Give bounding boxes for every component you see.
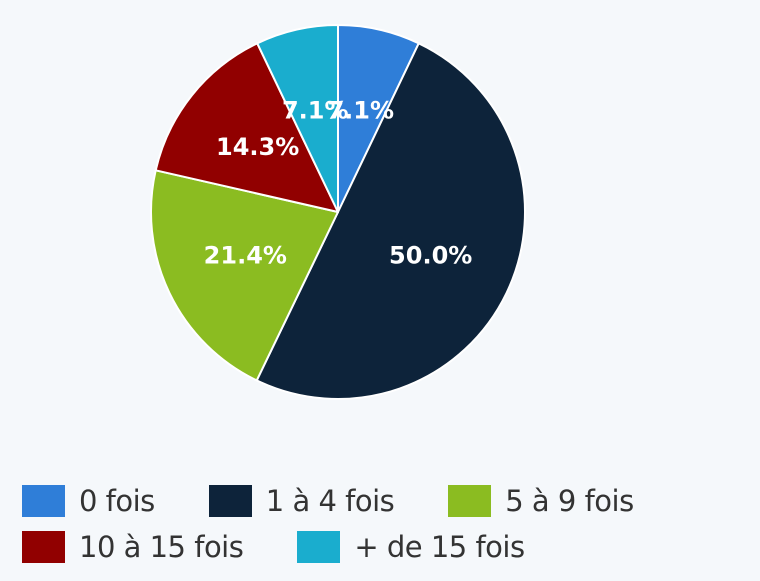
legend-label: 5 à 9 fois	[505, 484, 634, 518]
legend-row-2: 10 à 15 fois + de 15 fois	[22, 524, 742, 570]
legend-item-5-a-9-fois[interactable]: 5 à 9 fois	[448, 484, 634, 518]
legend-item-10-a-15-fois[interactable]: 10 à 15 fois	[22, 530, 244, 564]
pie-slice-1-4-fois[interactable]	[255, 42, 526, 400]
legend-swatch-icon	[208, 485, 252, 517]
legend-label: + de 15 fois	[354, 530, 525, 564]
slice-data-label: 7.1%	[327, 97, 394, 125]
legend-item-1-a-4-fois[interactable]: 1 à 4 fois	[208, 484, 395, 518]
legend-item-0-fois[interactable]: 0 fois	[22, 484, 155, 518]
legend-label: 1 à 4 fois	[265, 484, 395, 518]
pie-slice-10-15-fois[interactable]	[154, 42, 339, 213]
legend-swatch-icon	[448, 485, 492, 517]
pie-chart: 7.1% 50.0% 21.4% 14.3% 7.1%	[150, 24, 526, 400]
pie-slice-de-15-fois[interactable]	[256, 24, 339, 213]
legend-swatch-icon	[22, 531, 65, 563]
slice-data-label: 21.4%	[204, 242, 287, 270]
chart-legend: 0 fois 1 à 4 fois 5 à 9 fois 10 à 15 foi…	[22, 478, 742, 570]
legend-swatch-icon	[22, 485, 65, 517]
slice-data-label: 50.0%	[389, 242, 472, 270]
legend-label: 0 fois	[79, 484, 155, 518]
legend-swatch-icon	[297, 531, 341, 563]
legend-label: 10 à 15 fois	[79, 530, 244, 564]
legend-item-plus-de-15-fois[interactable]: + de 15 fois	[297, 530, 525, 564]
slice-data-label: 14.3%	[216, 133, 299, 161]
pie-slice-5-9-fois[interactable]	[150, 169, 339, 382]
legend-row-1: 0 fois 1 à 4 fois 5 à 9 fois	[22, 478, 742, 524]
slice-data-label: 7.1%	[282, 97, 349, 125]
